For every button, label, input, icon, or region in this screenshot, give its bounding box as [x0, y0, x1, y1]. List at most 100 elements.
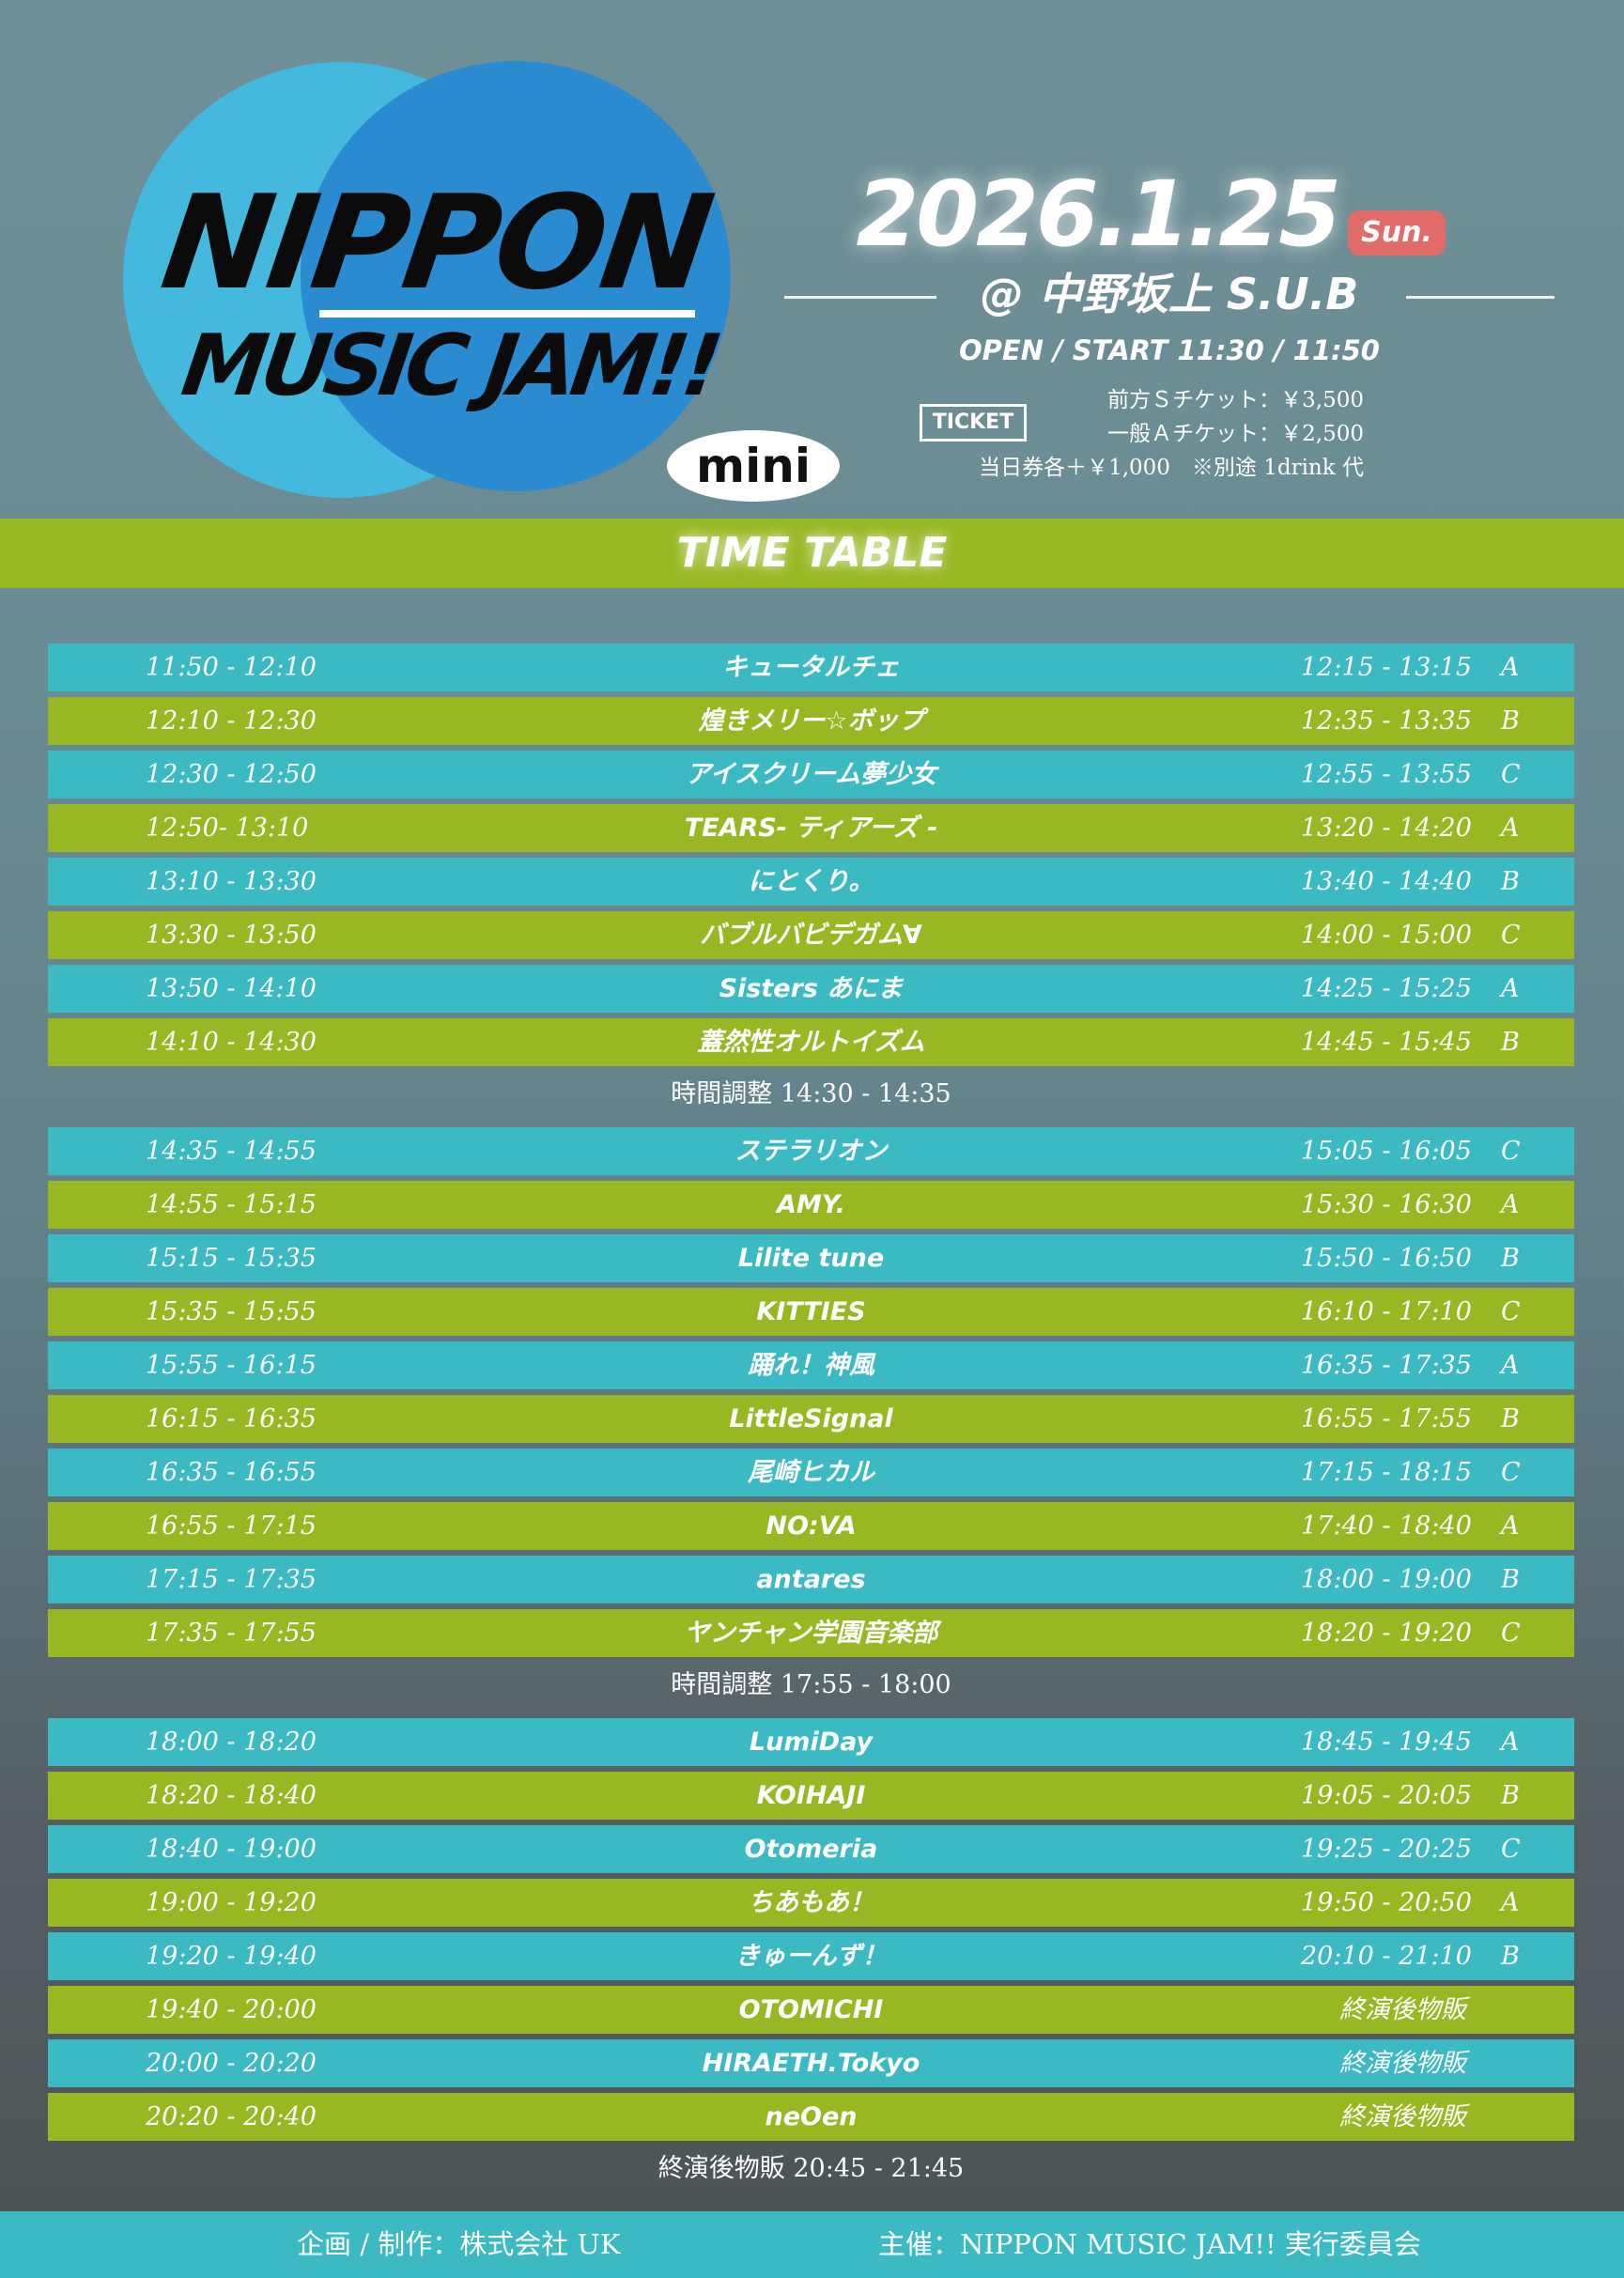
timetable-row: 13:30 - 13:50 バブルバビデガム∀ 14:00 - 15:00 C [48, 911, 1574, 959]
timetable-row: 17:15 - 17:35 antares 18:00 - 19:00 B [48, 1556, 1574, 1604]
merch-stage: C [1501, 1137, 1521, 1166]
merch-time: 16:35 - 17:35 [1301, 1351, 1472, 1380]
performance-time: 15:55 - 16:15 [146, 1351, 317, 1380]
merch-stage: C [1501, 921, 1521, 950]
merch-stage: B [1501, 1781, 1520, 1810]
price-door: 当日券各＋￥1,000 ※別途 1drink 代 [979, 456, 1364, 480]
artist-name: ちあもあ！ [748, 1888, 874, 1917]
timetable-title: TIME TABLE [676, 529, 948, 577]
timetable-row: 16:15 - 16:35 LittleSignal 16:55 - 17:55 B [48, 1395, 1574, 1443]
timetable-row: 16:55 - 17:15 NO:VA 17:40 - 18:40 A [48, 1502, 1574, 1550]
merch-stage: A [1501, 1190, 1520, 1219]
artist-name: Lilite tune [737, 1244, 885, 1273]
artist-name: antares [756, 1565, 866, 1594]
merch-stage: A [1501, 1728, 1520, 1757]
merch-time: 17:40 - 18:40 [1301, 1511, 1472, 1541]
merch-time: 15:30 - 16:30 [1301, 1190, 1472, 1219]
merch-stage: C [1501, 760, 1521, 789]
logo-underline [319, 310, 695, 318]
merch-time: 20:10 - 21:10 [1301, 1942, 1472, 1971]
merch-stage: C [1501, 1458, 1521, 1487]
merch-time: 19:25 - 20:25 [1301, 1835, 1472, 1864]
merch-time: 14:45 - 15:45 [1301, 1028, 1472, 1057]
artist-name: NO:VA [766, 1511, 857, 1541]
performance-time: 14:10 - 14:30 [146, 1028, 317, 1057]
merch-stage: A [1501, 974, 1520, 1003]
performance-time: 19:20 - 19:40 [146, 1942, 317, 1971]
artist-name: AMY. [776, 1190, 846, 1219]
performance-time: 14:55 - 15:15 [146, 1190, 317, 1219]
artist-name: バブルバビデガム∀ [700, 921, 922, 950]
performance-time: 18:20 - 18:40 [146, 1781, 317, 1810]
merch-stage: A [1501, 653, 1520, 682]
merch-stage: B [1501, 1404, 1520, 1433]
merch-stage: B [1501, 706, 1520, 736]
timetable-row: 12:30 - 12:50 アイスクリーム夢少女 12:55 - 13:55 C [48, 751, 1574, 798]
footer-producer: 企画 / 制作：株式会社 UK [297, 2228, 621, 2260]
merch-stage: B [1501, 1028, 1520, 1057]
divider-right [1406, 296, 1554, 299]
logo-nippon: NIPPON [153, 167, 719, 318]
merch-time: 19:05 - 20:05 [1301, 1781, 1472, 1810]
performance-time: 14:35 - 14:55 [146, 1137, 317, 1166]
performance-time: 19:40 - 20:00 [146, 1995, 317, 2024]
timetable-row: 14:55 - 15:15 AMY. 15:30 - 16:30 A [48, 1181, 1574, 1229]
timetable-row: 16:35 - 16:55 尾崎ヒカル 17:15 - 18:15 C [48, 1449, 1574, 1496]
artist-name: KITTIES [756, 1297, 866, 1326]
merch-time: 18:20 - 19:20 [1301, 1619, 1472, 1648]
merch-time: 12:35 - 13:35 [1301, 706, 1472, 736]
timetable-row: 12:10 - 12:30 煌きメリー☆ボップ 12:35 - 13:35 B [48, 697, 1574, 745]
timetable-row: 18:20 - 18:40 KOIHAJI 19:05 - 20:05 B [48, 1772, 1574, 1820]
performance-time: 11:50 - 12:10 [146, 653, 317, 682]
logo-music-jam: MUSIC JAM!! [176, 317, 723, 415]
venue: @ 中野坂上 S.U.B [980, 269, 1359, 319]
artist-name: ステラリオン [735, 1137, 888, 1166]
artist-name: OTOMICHI [738, 1995, 884, 2024]
performance-time: 18:00 - 18:20 [146, 1728, 317, 1757]
timetable-row: 15:35 - 15:55 KITTIES 16:10 - 17:10 C [48, 1288, 1574, 1336]
merch-stage: A [1501, 1351, 1520, 1380]
merch-stage: B [1501, 1244, 1520, 1273]
performance-time: 13:50 - 14:10 [146, 974, 317, 1003]
timetable-row: 14:10 - 14:30 蓋然性オルトイズム 14:45 - 15:45 B [48, 1018, 1574, 1066]
timetable-row: 18:00 - 18:20 LumiDay 18:45 - 19:45 A [48, 1718, 1574, 1766]
artist-name: キュータルチェ [722, 653, 900, 682]
merch-stage: A [1501, 814, 1520, 843]
timetable-row: 14:35 - 14:55 ステラリオン 15:05 - 16:05 C [48, 1127, 1574, 1175]
time-adjust-note: 終演後物販 20:45 - 21:45 [657, 2154, 965, 2183]
merch-time: 18:45 - 19:45 [1301, 1728, 1472, 1757]
artist-name: TEARS- ティアーズ - [684, 814, 938, 843]
footer: 企画 / 制作：株式会社 UK 主催：NIPPON MUSIC JAM!! 実行… [0, 2211, 1624, 2278]
timetable-band [0, 519, 1624, 588]
artist-name: KOIHAJI [756, 1781, 866, 1810]
timetable-row: 15:55 - 16:15 踊れ！神風 16:35 - 17:35 A [48, 1341, 1574, 1389]
merch-time: 終演後物販 [1339, 2102, 1466, 2131]
merch-time: 19:50 - 20:50 [1301, 1888, 1472, 1917]
price-front-s: 前方Ｓチケット：￥3,500 [1107, 388, 1364, 412]
artist-name: neOen [765, 2102, 858, 2131]
artist-name: アイスクリーム夢少女 [685, 760, 937, 789]
time-adjust-note: 時間調整 17:55 - 18:00 [671, 1670, 951, 1699]
footer-organizer: 主催：NIPPON MUSIC JAM!! 実行委員会 [878, 2228, 1421, 2260]
merch-stage: C [1501, 1835, 1521, 1864]
merch-time: 16:10 - 17:10 [1301, 1297, 1472, 1326]
performance-time: 12:10 - 12:30 [146, 706, 317, 736]
artist-name: LumiDay [749, 1728, 874, 1757]
artist-name: にとくり。 [748, 867, 874, 896]
merch-time: 16:55 - 17:55 [1301, 1404, 1472, 1433]
performance-time: 16:35 - 16:55 [146, 1458, 317, 1487]
merch-time: 18:00 - 19:00 [1301, 1565, 1472, 1594]
timetable-row: 20:20 - 20:40 neOen 終演後物販 [48, 2093, 1574, 2141]
artist-name: 尾崎ヒカル [748, 1458, 874, 1487]
merch-stage: C [1501, 1619, 1521, 1648]
merch-time: 14:25 - 15:25 [1301, 974, 1472, 1003]
performance-time: 15:15 - 15:35 [146, 1244, 317, 1273]
timetable-list: 11:50 - 12:10 キュータルチェ 12:15 - 13:15 A 12:10 … [48, 643, 1574, 2202]
merch-time: 12:15 - 13:15 [1301, 653, 1472, 682]
event-date: 2026.1.25 [856, 162, 1341, 267]
performance-time: 13:10 - 13:30 [146, 867, 317, 896]
performance-time: 20:20 - 20:40 [146, 2102, 317, 2131]
artist-name: Sisters あにま [719, 974, 904, 1003]
artist-name: 蓋然性オルトイズム [697, 1028, 925, 1057]
artist-name: HIRAETH.Tokyo [702, 2049, 920, 2078]
